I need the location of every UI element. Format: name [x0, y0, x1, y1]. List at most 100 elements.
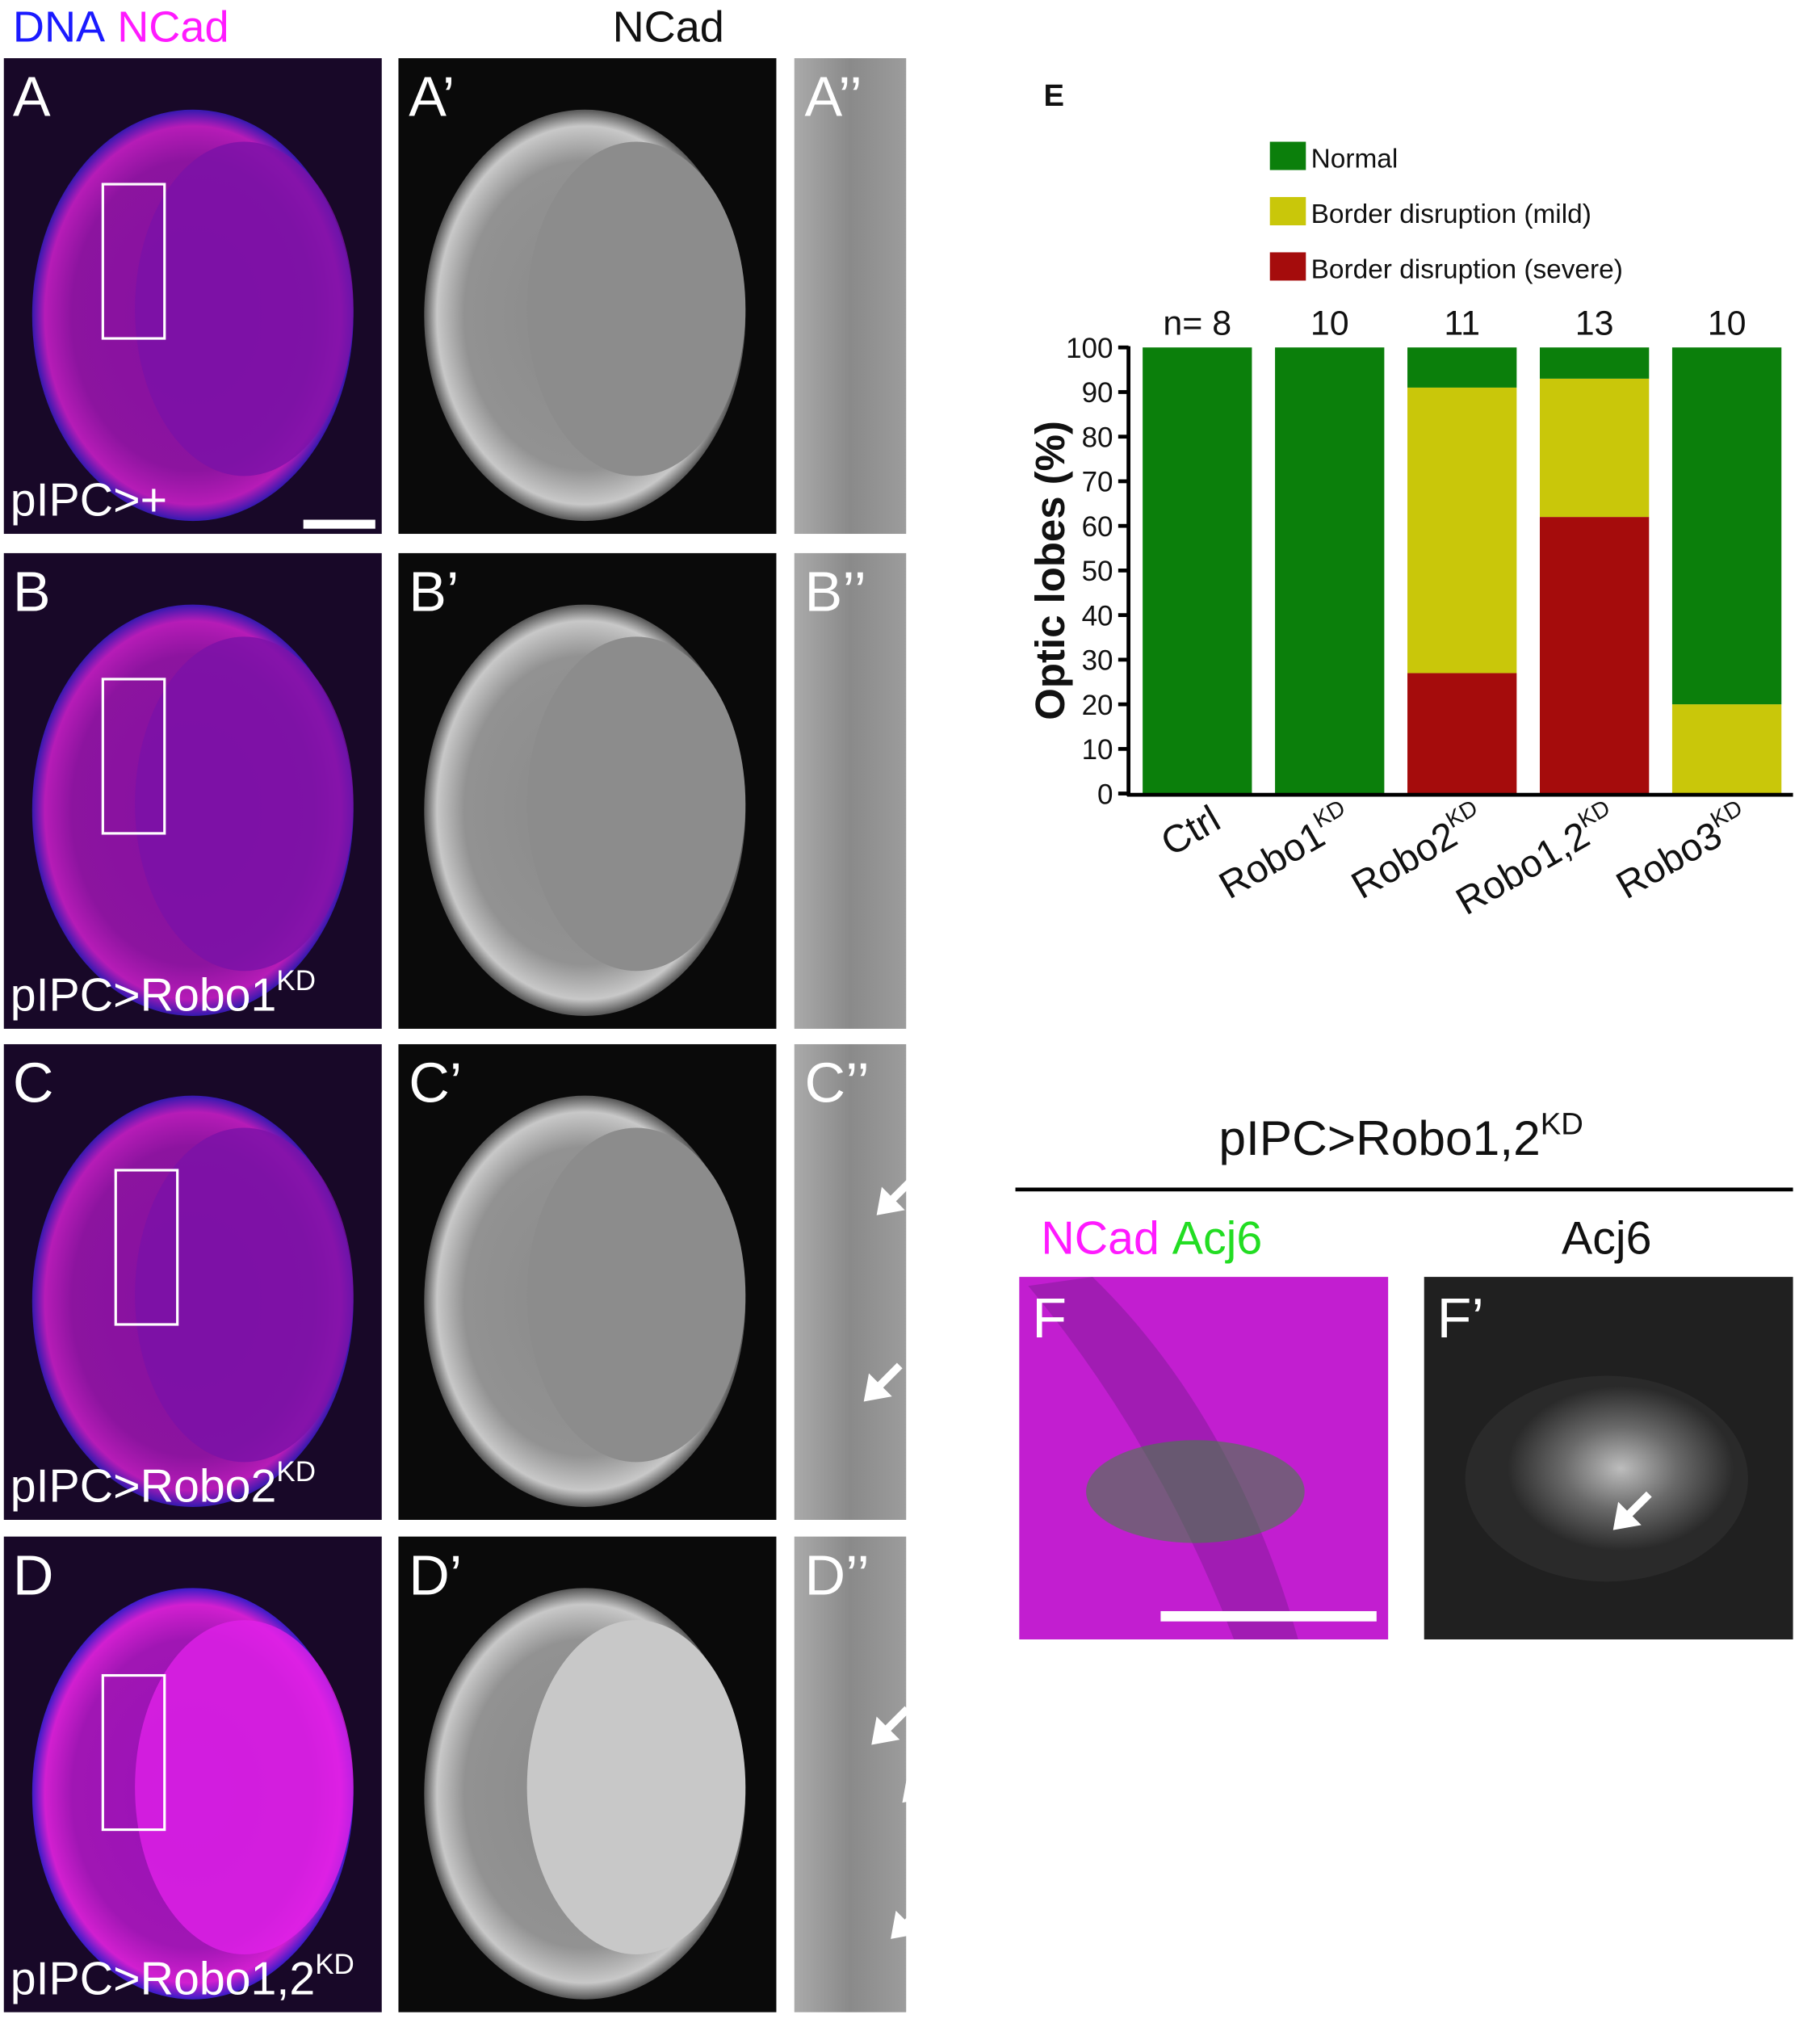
legend-label: Border disruption (severe)	[1311, 254, 1623, 284]
panel-label: E	[1044, 78, 1064, 113]
genotype-sup: KD	[276, 1456, 316, 1488]
panel-label: D’’	[804, 1543, 869, 1606]
y-tick-label: 70	[1082, 467, 1113, 498]
header-ncad: NCad	[1041, 1212, 1160, 1264]
inset-box	[101, 1673, 166, 1832]
panel-label: A	[13, 65, 51, 128]
panel-label: F	[1032, 1287, 1067, 1349]
y-tick-label: 30	[1082, 645, 1113, 677]
genotype: pIPC>Robo1KD	[10, 965, 316, 1021]
inset-box	[114, 1169, 179, 1326]
panel-label: D’	[409, 1543, 462, 1606]
genotype-text: pIPC>Robo2	[10, 1461, 277, 1513]
header-ncad: NCad	[117, 2, 229, 51]
panel-label: F’	[1437, 1287, 1484, 1349]
bar-segment	[1275, 347, 1385, 794]
y-tick-label: 60	[1082, 511, 1113, 543]
legend-swatch	[1269, 141, 1306, 170]
n-label: 13	[1575, 304, 1614, 342]
panel-label: B’’	[804, 560, 866, 623]
f-header: NCad Acj6	[1041, 1212, 1262, 1264]
tissue-inner	[135, 636, 354, 972]
legend-label: Normal	[1311, 144, 1399, 174]
legend-swatch	[1269, 196, 1306, 225]
arrow-head	[876, 1186, 905, 1215]
panel-label: B’	[409, 560, 459, 623]
n-label: 11	[1444, 304, 1480, 342]
panel-label: C’	[409, 1051, 462, 1114]
column-header: DNA NCad	[13, 2, 229, 51]
tissue-inner	[135, 1127, 354, 1463]
n-label: 10	[1708, 304, 1747, 342]
y-tick-label: 100	[1066, 333, 1113, 364]
acj6-signal	[1465, 1375, 1748, 1582]
y-tick-label: 20	[1082, 690, 1113, 721]
x-tick-label: Robo3KD	[1608, 795, 1757, 907]
genotype-sup: KD	[276, 965, 316, 997]
category: Robo2	[1344, 813, 1464, 907]
genotype: pIPC>+	[10, 475, 167, 527]
tissue-inner	[135, 141, 354, 476]
y-tick-label: 50	[1082, 556, 1113, 587]
tissue-inner	[135, 1620, 354, 1954]
panel-label: B	[13, 560, 51, 623]
panel-label: C’’	[804, 1051, 869, 1114]
bar-segment	[1143, 347, 1252, 794]
n-label: n= 8	[1163, 304, 1231, 342]
acj6-signal	[1086, 1440, 1305, 1543]
panel-label: A’’	[804, 65, 862, 128]
genotype-text: pIPC>Robo1	[10, 970, 277, 1022]
legend-label: Border disruption (mild)	[1311, 199, 1591, 229]
f-title-sup: KD	[1541, 1106, 1583, 1141]
image-panel	[794, 1043, 907, 1520]
legend-swatch	[1269, 252, 1306, 281]
header-acj6: Acj6	[1172, 1212, 1262, 1264]
arrow-head	[891, 1910, 920, 1939]
f-title-text: pIPC>Robo1,2	[1218, 1110, 1540, 1165]
arrow-head	[1612, 1501, 1642, 1530]
x-tick-label: Robo1KD	[1210, 795, 1360, 907]
bar-segment	[1539, 517, 1650, 794]
inset-box	[101, 678, 166, 835]
tissue-inner	[526, 141, 746, 476]
genotype-text: pIPC>+	[10, 475, 167, 527]
panel-label: A’	[409, 65, 455, 128]
image-panel	[794, 552, 907, 1029]
category: Robo3	[1609, 813, 1729, 907]
y-tick-label: 0	[1097, 779, 1113, 810]
scale-bar	[1160, 1610, 1377, 1622]
f-header: Acj6	[1562, 1212, 1651, 1264]
bar-segment	[1407, 673, 1517, 794]
bar-segment	[1671, 347, 1782, 705]
bar-segment	[1539, 378, 1650, 518]
x-tick-label: Ctrl	[1154, 798, 1227, 865]
image-panel	[794, 58, 907, 535]
bar-segment	[1671, 704, 1782, 794]
y-axis-label: Optic lobes (%)	[1027, 421, 1073, 720]
arrow-head	[871, 1716, 900, 1745]
genotype-text: pIPC>Robo1,2	[10, 1953, 315, 2004]
tissue-inner	[526, 636, 746, 972]
y-tick-label: 90	[1082, 377, 1113, 409]
genotype: pIPC>Robo2KD	[10, 1456, 316, 1512]
category: Robo1,2	[1449, 813, 1597, 923]
y-tick-label: 80	[1082, 422, 1113, 453]
tissue-inner	[526, 1127, 746, 1463]
genotype: pIPC>Robo1,2KD	[10, 1949, 354, 2004]
bar-segment	[1407, 347, 1517, 388]
bar-segment	[1407, 387, 1517, 674]
image-panel	[794, 1536, 907, 2013]
scale-bar	[303, 519, 375, 529]
y-tick-label: 10	[1082, 734, 1113, 766]
panel-label: C	[13, 1051, 54, 1114]
bar-segment	[1539, 347, 1650, 379]
inset-box	[101, 183, 166, 340]
tissue-inner	[526, 1620, 746, 1954]
y-tick-label: 40	[1082, 600, 1113, 632]
arrow-head	[902, 1774, 931, 1803]
column-header: NCad	[613, 2, 724, 51]
header-dna: DNA	[13, 2, 105, 51]
n-label: 10	[1310, 304, 1349, 342]
